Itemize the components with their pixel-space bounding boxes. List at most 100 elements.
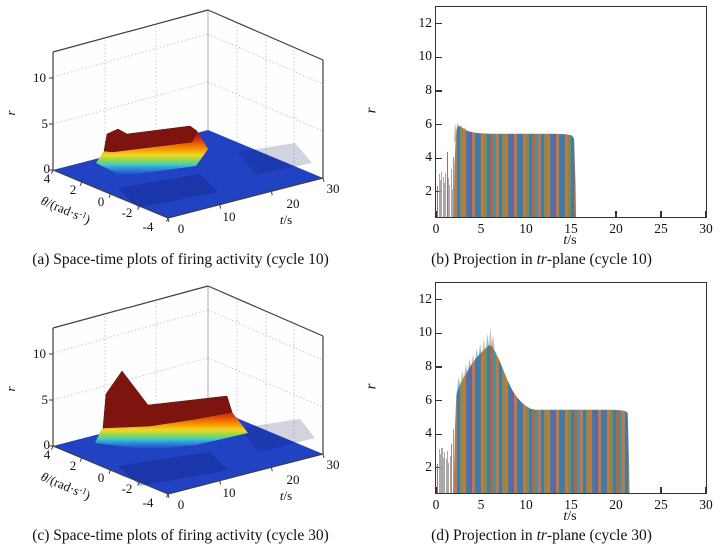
t-tick: 0 [178, 497, 185, 512]
theta-tick: 2 [70, 458, 77, 473]
theta-tick-labels: 4 2 0 -2 -4 [44, 171, 154, 234]
transient-spike [453, 156, 455, 217]
transient-spike [448, 462, 450, 493]
x-tick-label: 30 [699, 497, 713, 512]
theta-tick-labels: 4 2 0 -2 -4 [44, 447, 154, 510]
z-axis-label: r [3, 386, 18, 392]
theta-axis-label: θ/(rad·s-1) [39, 193, 93, 227]
x-tick-label: 20 [609, 497, 623, 512]
theta-tick: -2 [122, 205, 133, 220]
y-tick-label: 4 [425, 149, 432, 165]
wall-gridlines [52, 22, 324, 166]
wall-gridlines [52, 298, 324, 442]
transient-spike [438, 449, 440, 493]
theta-axis-label: θ/(rad·s-1) [39, 469, 93, 503]
t-tick: 10 [223, 485, 236, 500]
y-tick-mark [436, 90, 442, 92]
subplot-c: 10 5 0 4 2 0 -2 -4 0 10 20 30 r θ/(rad·s… [0, 276, 361, 552]
t-tick: 20 [287, 196, 300, 211]
z-tick-labels: 10 5 0 [33, 346, 50, 452]
transient-spike [446, 451, 448, 493]
surface-ridge [96, 125, 208, 176]
x-tick-mark [615, 211, 617, 217]
y-tick-mark [436, 157, 442, 159]
x-tick-label: 25 [654, 221, 668, 236]
y-tick-mark [436, 366, 442, 368]
transient-spike [450, 169, 452, 217]
z-tick-10: 10 [33, 70, 46, 85]
x-tick-label: 5 [477, 497, 485, 512]
x-tick-label: 15 [564, 497, 578, 512]
x-tick-label: 25 [654, 497, 668, 512]
surface-ridge [95, 370, 248, 450]
transient-spike [449, 456, 451, 493]
transient-spike [440, 454, 442, 493]
y-tick-label: 6 [425, 115, 432, 131]
transient-spike [445, 173, 447, 217]
theta-tick: -4 [143, 495, 154, 510]
x-tick-label: 0 [432, 497, 440, 512]
x-tick-mark [435, 487, 437, 493]
theta-tick: -4 [143, 219, 154, 234]
theta-tick: 0 [98, 194, 105, 209]
plot-area-b: 2 4 6 8 10 12 0 5 10 15 20 25 30 [419, 6, 713, 236]
transient-spike [441, 447, 443, 493]
subplot-d: r 2 4 6 8 10 12 0 5 10 15 20 25 30 t/s (d) Projectio… [361, 276, 722, 552]
t-tick: 0 [178, 221, 185, 236]
z-axis-label: r [3, 110, 18, 116]
transient-spike [444, 451, 446, 493]
z-tick-0: 0 [44, 437, 51, 452]
y-axis-label: r [363, 383, 380, 390]
transient-spike [438, 174, 440, 217]
transient-spike [449, 185, 451, 217]
surface-plot-cycle10: 10 5 0 4 2 0 -2 -4 0 10 20 30 r θ/(rad·s… [3, 9, 340, 236]
z-tick-0: 0 [44, 161, 51, 176]
t-tick: 20 [287, 472, 300, 487]
subplot-b: r 2 4 6 8 10 12 0 5 10 15 20 25 30 t/s (b) Projectio… [361, 0, 722, 276]
x-axis-label: t/s [563, 509, 577, 524]
t-axis-label: t/s [280, 488, 292, 503]
theta-tick: 4 [44, 171, 51, 186]
surface-floor [53, 406, 323, 494]
transient-spike [437, 463, 439, 493]
transient-spike [451, 189, 454, 217]
transient-spike [442, 457, 444, 493]
t-tick: 30 [327, 181, 340, 196]
trace-bundle [453, 345, 630, 493]
transient-spike [442, 176, 444, 217]
surface-floor [53, 130, 323, 218]
axis-ticks [49, 77, 325, 223]
y-tick-label: 6 [425, 391, 432, 407]
y-tick-mark [436, 332, 442, 335]
y-tick-mark [436, 56, 442, 59]
t-tick-labels: 0 10 20 30 [178, 457, 340, 512]
transient-spike [441, 171, 443, 217]
x-tick-mark [660, 487, 662, 493]
t-axis-label: t/s [280, 212, 292, 227]
y-tick-mark [436, 299, 442, 301]
x-tick-label: 15 [564, 221, 578, 236]
theta-tick: 2 [70, 182, 77, 197]
z-tick-5: 5 [42, 392, 49, 407]
y-axis-label: r [363, 107, 380, 114]
y-tick-mark [436, 23, 442, 25]
z-tick-5: 5 [42, 116, 49, 131]
projection-plot-cycle30: r 2 4 6 8 10 12 0 5 10 15 20 25 30 t/s [361, 276, 722, 526]
t-tick-labels: 0 10 20 30 [178, 181, 340, 236]
z-tick-10: 10 [33, 346, 46, 361]
transient-spike [446, 152, 448, 217]
caption-c: (c) Space-time plots of firing activity … [32, 527, 329, 544]
projection-plot-cycle10: r 2 4 6 8 10 12 0 5 10 15 20 25 30 t/s [361, 0, 722, 250]
x-tick-label: 10 [519, 497, 533, 512]
transient-spike [445, 459, 447, 493]
x-tick-label: 10 [519, 221, 533, 236]
surface-plot-cycle30: 10 5 0 4 2 0 -2 -4 0 10 20 30 r θ/(rad·s… [3, 285, 340, 512]
x-tick-mark [660, 211, 662, 217]
transient-spike [452, 429, 454, 493]
y-tick-label: 2 [425, 458, 432, 474]
plot-area-d: 2 4 6 8 10 12 0 5 10 15 20 25 30 [419, 282, 713, 512]
t-tick: 10 [223, 209, 236, 224]
x-tick-mark [705, 211, 707, 217]
transient-spike [451, 444, 453, 493]
